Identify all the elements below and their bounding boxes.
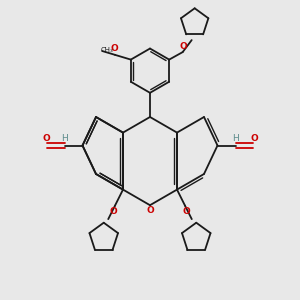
Text: O: O [182, 207, 190, 216]
Text: O: O [146, 206, 154, 215]
Text: O: O [42, 134, 50, 143]
Text: H: H [232, 134, 239, 143]
Text: O: O [110, 44, 118, 53]
Text: O: O [250, 134, 258, 143]
Text: O: O [179, 42, 187, 51]
Text: CH₃: CH₃ [100, 47, 113, 53]
Text: H: H [61, 134, 68, 143]
Text: O: O [110, 207, 118, 216]
